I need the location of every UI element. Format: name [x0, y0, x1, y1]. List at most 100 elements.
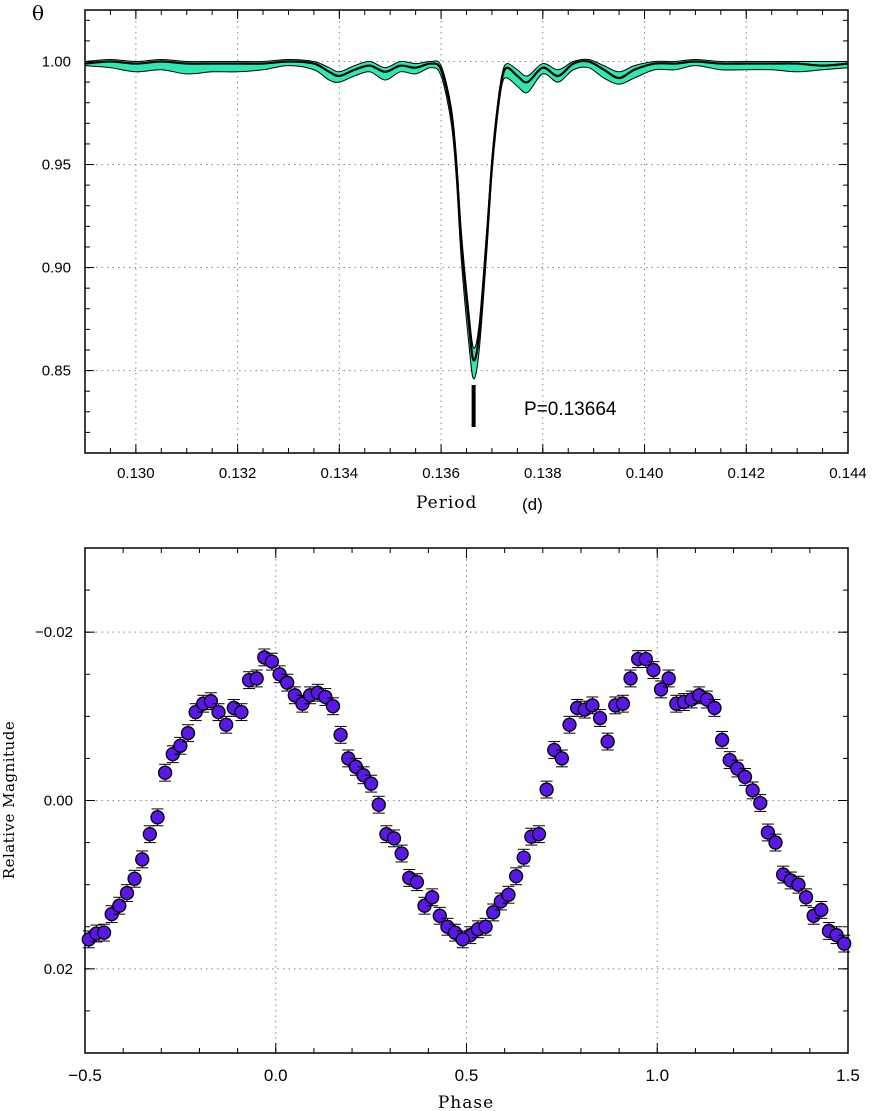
data-point [554, 751, 570, 766]
data-point [837, 936, 852, 951]
data-point [249, 671, 264, 686]
periodogram-uncertainty-band [85, 59, 848, 379]
data-point [539, 782, 554, 797]
data-point [325, 699, 341, 714]
data-point [814, 902, 829, 918]
data-point [753, 795, 768, 811]
data-point [180, 726, 196, 741]
periodogram-x-tick-label: 0.130 [117, 465, 155, 482]
light-curve-y-tick-label: −0.02 [35, 624, 73, 641]
data-point [386, 831, 402, 846]
data-point [638, 651, 653, 667]
data-point [280, 675, 295, 690]
data-point [585, 698, 600, 713]
data-point [264, 654, 280, 669]
periodogram-x-tick-label: 0.136 [422, 465, 460, 482]
data-point [592, 710, 608, 726]
periodogram-y-tick-label: 0.95 [42, 157, 71, 174]
data-point [432, 908, 447, 923]
light-curve-y-tick-label: 0.02 [44, 961, 73, 978]
data-point [333, 727, 348, 742]
light-curve-y-axis-label: Relative Magnitude [0, 721, 18, 879]
periodogram-ticks [84, 10, 849, 453]
data-point [157, 765, 173, 780]
data-point [409, 874, 425, 890]
light-curve-x-tick-label: 1.5 [836, 1066, 860, 1085]
data-point [508, 869, 524, 884]
periodogram-x-axis-label: Period [416, 493, 477, 513]
data-point [394, 846, 409, 861]
period-annotation: P=0.13664 [524, 399, 617, 420]
data-point [455, 932, 470, 947]
data-point [234, 704, 249, 720]
data-point [135, 852, 150, 867]
periodogram-grid [85, 10, 848, 453]
data-point [707, 700, 722, 716]
periodogram-panel: 0.130 0.132 0.134 0.136 0.138 0.140 0.142 0.144… [32, 1, 867, 514]
light-curve-y-tick-labels: −0.02 0.00 0.02 [35, 624, 73, 978]
data-point [745, 783, 760, 798]
data-point [150, 810, 165, 825]
data-point [127, 871, 142, 886]
data-point [486, 905, 501, 920]
data-point [600, 734, 615, 749]
periodogram-x-tick-label: 0.142 [727, 465, 765, 482]
data-point [531, 827, 547, 842]
periodogram-x-tick-label: 0.144 [829, 465, 867, 482]
data-point [737, 769, 753, 785]
light-curve-y-tick-label: 0.00 [44, 793, 73, 810]
data-point [714, 732, 730, 748]
light-curve-x-tick-label: −0.5 [68, 1066, 102, 1085]
periodogram-frame [84, 9, 849, 454]
data-point [173, 738, 188, 753]
data-point [653, 682, 669, 697]
data-point [478, 919, 493, 934]
data-point [615, 696, 631, 711]
light-curve-x-tick-label: 0.0 [264, 1066, 288, 1085]
data-point [119, 885, 135, 901]
data-point [768, 835, 783, 850]
periodogram-y-tick-label: 0.85 [42, 363, 71, 380]
data-point [661, 671, 676, 686]
periodogram-y-tick-label: 1.00 [42, 54, 71, 71]
periodogram-x-tick-label: 0.140 [626, 465, 664, 482]
data-point [646, 662, 661, 678]
periodogram-band-upper-edge [84, 58, 848, 349]
periodogram-theta-line [84, 59, 849, 362]
periodogram-band-lower-edge [84, 65, 849, 380]
data-point [791, 877, 806, 892]
data-point [363, 776, 379, 791]
data-point [562, 717, 577, 732]
data-point [96, 925, 112, 940]
light-curve-grid [85, 548, 848, 1053]
data-point [318, 689, 333, 705]
light-curve-x-tick-label: 0.5 [455, 1066, 479, 1085]
data-point [516, 850, 531, 865]
data-point [623, 671, 638, 686]
light-curve-x-tick-label: 1.0 [645, 1066, 669, 1085]
data-point [371, 797, 386, 812]
periodogram-y-axis-label: θ [32, 1, 44, 25]
data-point [112, 898, 127, 913]
data-point [211, 704, 226, 720]
light-curve-panel: −0.5 0.0 0.5 1.0 1.5 −0.02 0.00 0.02 Phase Rel… [0, 547, 860, 1111]
periodogram-x-tick-label: 0.134 [321, 465, 359, 482]
data-point [425, 890, 440, 905]
light-curve-ticks [84, 547, 849, 1054]
periodogram-y-tick-labels: 0.85 0.90 0.95 1.00 [42, 54, 71, 380]
light-curve-x-axis-label: Phase [438, 1093, 494, 1111]
data-point [203, 694, 219, 709]
periodogram-x-tick-label: 0.138 [524, 465, 562, 482]
data-point [142, 827, 158, 842]
data-point [760, 825, 776, 840]
data-point [501, 887, 516, 902]
periodogram-x-axis-unit: (d) [522, 495, 543, 514]
data-point [798, 890, 814, 905]
light-curve-points [81, 648, 852, 953]
light-curve-x-tick-labels: −0.5 0.0 0.5 1.0 1.5 [68, 1066, 860, 1085]
periodogram-y-tick-label: 0.90 [42, 260, 71, 277]
periodogram-x-tick-label: 0.132 [219, 465, 257, 482]
data-point [219, 717, 234, 732]
periodogram-x-tick-labels: 0.130 0.132 0.134 0.136 0.138 0.140 0.142 0.144 [117, 465, 867, 482]
